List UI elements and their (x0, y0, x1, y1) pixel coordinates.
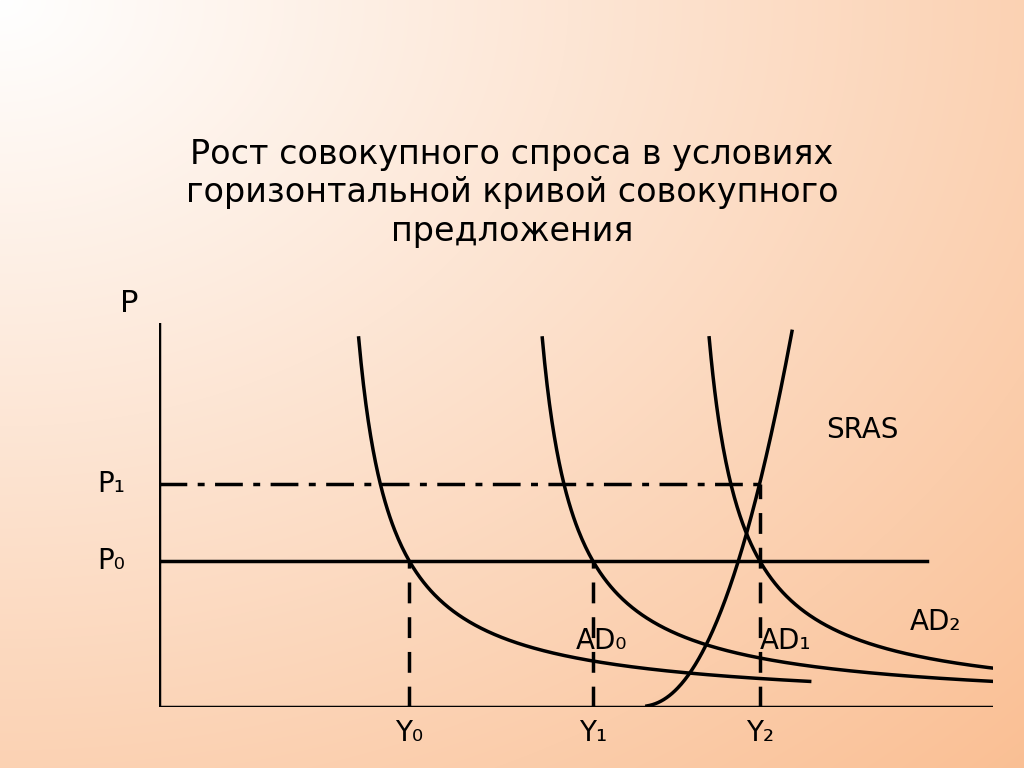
Text: P₀: P₀ (97, 547, 125, 574)
Text: SRAS: SRAS (826, 416, 899, 444)
Text: AD₁: AD₁ (760, 627, 811, 655)
Text: Y₂: Y₂ (745, 720, 774, 747)
Text: Y₁: Y₁ (579, 720, 607, 747)
Text: P: P (121, 289, 138, 318)
Text: P₁: P₁ (97, 470, 125, 498)
Text: Y₀: Y₀ (395, 720, 423, 747)
Text: AD₀: AD₀ (575, 627, 628, 655)
Text: Рост совокупного спроса в условиях
горизонтальной кривой совокупного
предложения: Рост совокупного спроса в условиях гориз… (185, 138, 839, 247)
Text: AD₂: AD₂ (909, 608, 962, 636)
